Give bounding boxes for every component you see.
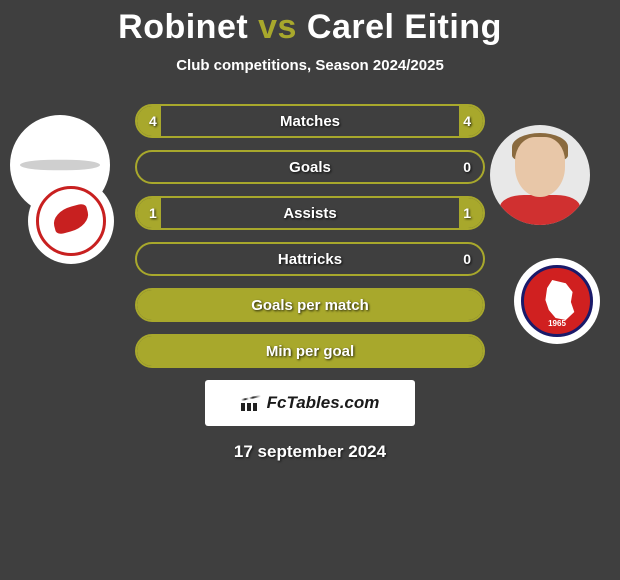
stat-label: Goals per match <box>251 297 369 314</box>
chart-icon <box>241 395 261 411</box>
source-text: FcTables.com <box>267 393 380 413</box>
stat-label: Min per goal <box>266 343 354 360</box>
stat-row: 4 Matches 4 <box>135 104 485 138</box>
stat-label: Hattricks <box>278 251 342 268</box>
comparison-title: Robinet vs Carel Eiting <box>0 0 620 47</box>
stat-value-left: 1 <box>149 205 157 221</box>
stat-label: Goals <box>289 159 331 176</box>
stat-row: Min per goal <box>135 334 485 368</box>
stat-row: Goals 0 <box>135 150 485 184</box>
stat-row: Hattricks 0 <box>135 242 485 276</box>
stat-value-right: 0 <box>463 159 471 175</box>
vs-text: vs <box>258 8 297 46</box>
stat-value-right: 0 <box>463 251 471 267</box>
player2-club-badge: 1965 <box>514 258 600 344</box>
club-year: 1965 <box>524 319 590 328</box>
stat-value-right: 1 <box>463 205 471 221</box>
player1-name: Robinet <box>118 8 248 46</box>
date-text: 17 september 2024 <box>0 442 620 462</box>
stat-row: 1 Assists 1 <box>135 196 485 230</box>
source-badge: FcTables.com <box>205 380 415 426</box>
stats-container: 4 Matches 4 Goals 0 1 Assists 1 Hattrick… <box>135 104 485 368</box>
stat-value-right: 4 <box>463 113 471 129</box>
stat-row: Goals per match <box>135 288 485 322</box>
stat-label: Matches <box>280 113 340 130</box>
stat-label: Assists <box>283 205 336 222</box>
player1-club-badge <box>28 178 114 264</box>
stat-value-left: 4 <box>149 113 157 129</box>
player2-name: Carel Eiting <box>307 8 502 46</box>
subtitle: Club competitions, Season 2024/2025 <box>0 57 620 74</box>
player2-photo <box>490 125 590 225</box>
